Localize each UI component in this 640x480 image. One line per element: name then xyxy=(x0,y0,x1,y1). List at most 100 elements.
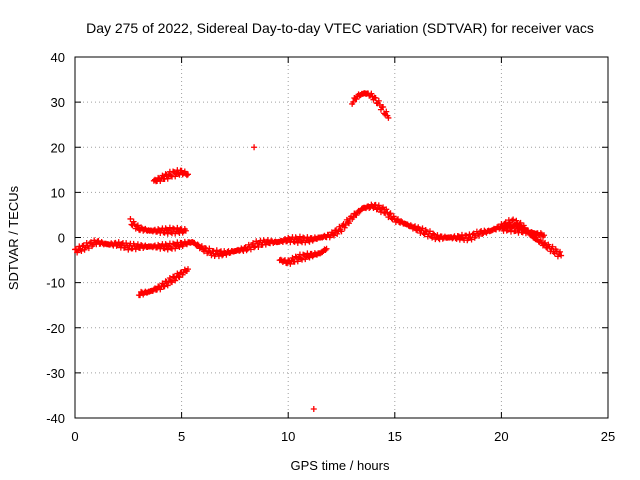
series-offset-track xyxy=(127,215,189,237)
data-point xyxy=(350,98,357,105)
data-point xyxy=(164,246,171,253)
data-point xyxy=(182,227,189,234)
series-lower-right-track xyxy=(498,222,548,240)
data-point xyxy=(296,233,303,240)
data-point xyxy=(223,251,230,258)
data-point xyxy=(240,247,247,254)
data-point xyxy=(306,254,313,261)
y-tick-label: -40 xyxy=(46,411,65,426)
data-point xyxy=(338,228,345,235)
data-point xyxy=(479,231,486,238)
data-point xyxy=(164,175,171,182)
data-point xyxy=(322,247,329,254)
data-point xyxy=(172,277,179,284)
data-point xyxy=(353,96,360,103)
data-point xyxy=(341,224,348,231)
data-point xyxy=(386,211,393,218)
data-point xyxy=(287,260,294,267)
data-point xyxy=(385,114,392,121)
data-point xyxy=(558,252,565,259)
data-point xyxy=(175,273,182,280)
data-point xyxy=(501,224,508,231)
data-point xyxy=(210,248,217,255)
data-point xyxy=(310,405,317,412)
y-axis-label: SDTVAR / TECUs xyxy=(6,185,21,290)
data-point xyxy=(157,286,164,293)
data-point xyxy=(387,210,394,217)
data-point xyxy=(380,204,387,211)
data-point xyxy=(510,216,517,223)
y-tick-label: -20 xyxy=(46,321,65,336)
series-isolated-points xyxy=(251,144,317,412)
data-point xyxy=(166,274,173,281)
data-point xyxy=(542,239,549,246)
data-point xyxy=(161,245,168,252)
data-point xyxy=(251,144,258,151)
data-point xyxy=(306,238,313,245)
data-point xyxy=(385,214,392,221)
data-points xyxy=(72,90,565,412)
y-tick-label: 20 xyxy=(51,140,65,155)
data-point xyxy=(161,229,168,236)
data-point xyxy=(372,94,379,101)
data-point xyxy=(157,178,164,185)
data-point xyxy=(407,222,414,229)
data-point xyxy=(243,247,250,254)
data-point xyxy=(138,224,145,231)
data-point xyxy=(130,218,137,225)
data-point xyxy=(517,224,524,231)
data-point xyxy=(170,240,177,247)
data-point xyxy=(167,229,174,236)
x-tick-label: 10 xyxy=(281,429,295,444)
y-tick-label: 0 xyxy=(58,231,65,246)
data-point xyxy=(420,230,427,237)
data-point xyxy=(247,246,254,253)
series-rising-track xyxy=(135,266,191,299)
x-axis-label: GPS time / hours xyxy=(291,458,390,473)
data-point xyxy=(176,243,183,250)
data-point xyxy=(380,104,387,111)
data-point xyxy=(155,226,162,233)
data-point xyxy=(113,242,120,249)
data-point xyxy=(169,279,176,286)
data-point xyxy=(255,243,262,250)
series-main-track xyxy=(72,201,565,260)
data-point xyxy=(549,243,556,250)
data-point xyxy=(133,223,140,230)
data-point xyxy=(329,231,336,238)
data-point xyxy=(183,172,190,179)
data-point xyxy=(375,202,382,209)
plot-frame xyxy=(74,56,609,419)
y-tick-label: -30 xyxy=(46,366,65,381)
data-point xyxy=(557,248,564,255)
data-point xyxy=(184,171,191,178)
data-point xyxy=(194,241,201,248)
data-point xyxy=(383,206,390,213)
data-point xyxy=(419,225,426,232)
data-point xyxy=(476,232,483,239)
data-point xyxy=(336,223,343,230)
data-point xyxy=(334,230,341,237)
data-point xyxy=(345,220,352,227)
data-point xyxy=(412,223,419,230)
data-point xyxy=(215,253,222,260)
data-point xyxy=(127,215,134,222)
data-point xyxy=(292,253,299,260)
data-point xyxy=(375,97,382,104)
series-upper-track xyxy=(150,167,191,185)
data-point xyxy=(297,238,304,245)
data-point xyxy=(430,230,437,237)
data-point xyxy=(434,232,441,239)
data-point xyxy=(172,245,179,252)
data-point xyxy=(469,231,476,238)
x-tick-label: 20 xyxy=(494,429,508,444)
data-point xyxy=(216,248,223,255)
data-point xyxy=(174,270,181,277)
data-point xyxy=(78,248,85,255)
x-tick-label: 15 xyxy=(388,429,402,444)
x-tick-label: 5 xyxy=(178,429,185,444)
data-point xyxy=(503,227,510,234)
data-point xyxy=(176,274,183,281)
data-point xyxy=(541,232,548,239)
